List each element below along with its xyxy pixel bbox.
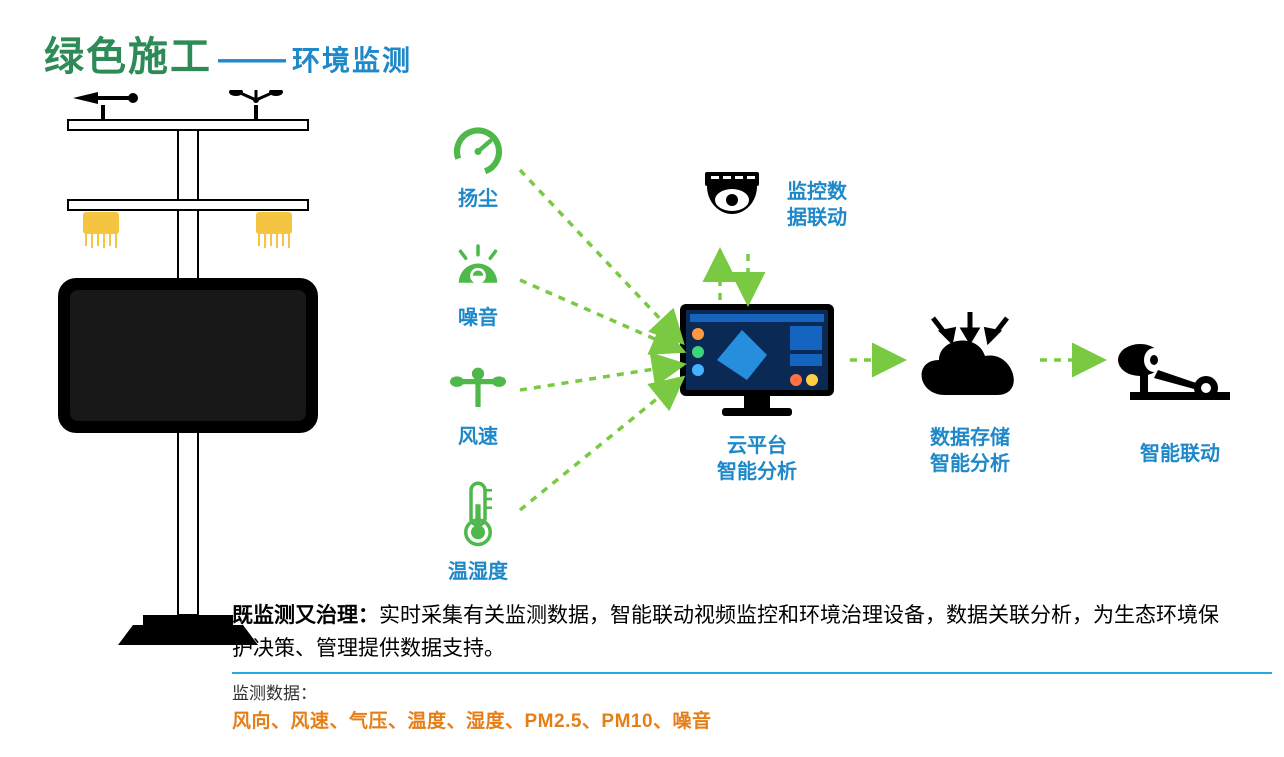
sensor-dust: 扬尘 <box>418 120 538 211</box>
sensor-noise-label: 噪音 <box>458 301 498 330</box>
cloud-label: 数据存储 智能分析 <box>895 425 1045 477</box>
cannon-block: 智能联动 <box>1100 330 1260 466</box>
sensor-wind: 风速 <box>418 358 538 449</box>
data-list-block: 监测数据： 风向、风速、气压、温度、湿度、PM2.5、PM10、噪音 <box>232 680 712 738</box>
page-title-main: 绿色施工 <box>44 24 212 82</box>
monitor-label: 云平台 智能分析 <box>672 433 842 485</box>
cloud-block: 数据存储 智能分析 <box>895 310 1045 477</box>
weather-station-illustration <box>48 90 328 650</box>
dashboard-monitor-icon <box>672 300 842 420</box>
camera-block: 监控数 据联动 <box>695 170 847 240</box>
anemometer-icon <box>450 358 506 414</box>
description-text: 既监测又治理：实时采集有关监测数据，智能联动视频监控和环境治理设备，数据关联分析… <box>232 600 1234 665</box>
sensor-dust-label: 扬尘 <box>458 182 498 211</box>
fog-cannon-icon <box>1110 330 1250 410</box>
cloud-storage-icon <box>905 310 1035 410</box>
sensor-temphum: 温湿度 <box>418 477 538 584</box>
data-items: 风向、风速、气压、温度、湿度、PM2.5、PM10、噪音 <box>232 707 712 737</box>
page-title-sub: 环境监测 <box>292 39 412 79</box>
data-caption: 监测数据： <box>232 680 712 707</box>
sensor-noise: 噪音 <box>418 239 538 330</box>
monitor-block: 云平台 智能分析 <box>672 300 842 485</box>
thermometer-icon <box>450 477 506 549</box>
siren-icon <box>450 239 506 295</box>
camera-label: 监控数 据联动 <box>787 179 847 231</box>
divider-line <box>232 672 1272 674</box>
sensors-column: 扬尘 噪音 风速 温湿度 <box>418 120 538 612</box>
sensor-temphum-label: 温湿度 <box>448 555 508 584</box>
cannon-label: 智能联动 <box>1100 437 1260 466</box>
gauge-icon <box>450 120 506 176</box>
sensor-wind-label: 风速 <box>458 420 498 449</box>
cctv-camera-icon <box>695 170 769 240</box>
title-separator: —— <box>218 40 286 79</box>
